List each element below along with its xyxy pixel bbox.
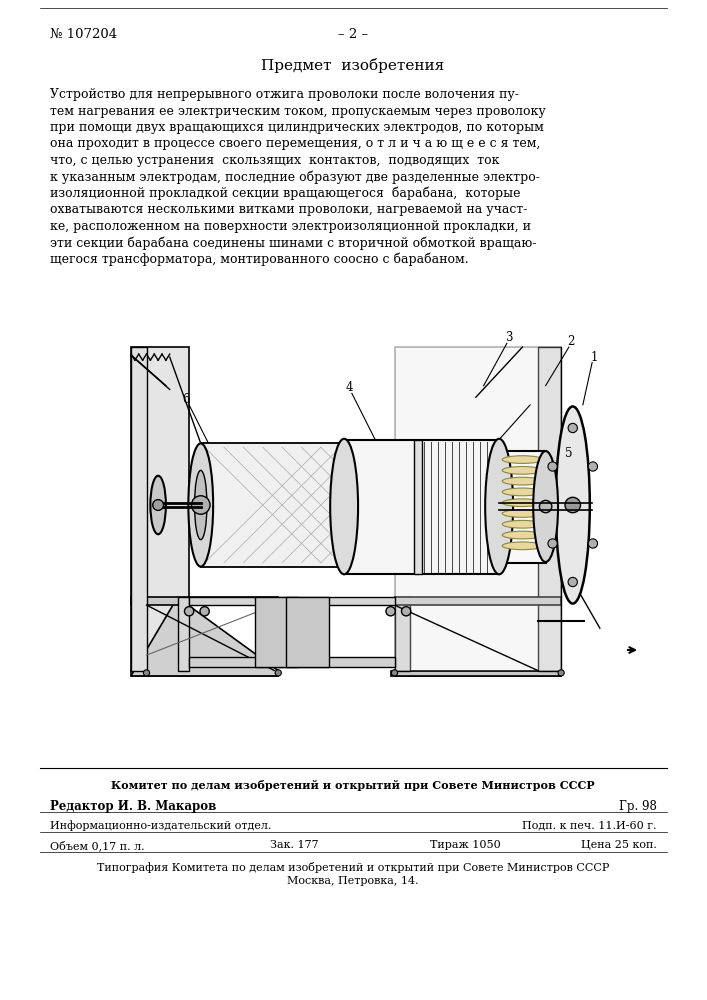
Ellipse shape bbox=[502, 510, 542, 517]
Text: 3: 3 bbox=[506, 331, 513, 344]
Text: ке, расположенном на поверхности электроизоляционной прокладки, и: ке, расположенном на поверхности электро… bbox=[50, 220, 531, 233]
Text: Москва, Петровка, 14.: Москва, Петровка, 14. bbox=[287, 876, 419, 886]
Circle shape bbox=[392, 670, 397, 676]
Text: Гр. 98: Гр. 98 bbox=[619, 800, 657, 813]
Polygon shape bbox=[131, 347, 189, 671]
Polygon shape bbox=[131, 597, 279, 605]
Polygon shape bbox=[189, 657, 395, 667]
Polygon shape bbox=[395, 597, 410, 671]
Text: 1: 1 bbox=[591, 351, 598, 364]
Polygon shape bbox=[189, 597, 395, 605]
Ellipse shape bbox=[502, 466, 542, 474]
Circle shape bbox=[153, 500, 163, 510]
Text: изоляционной прокладкой секции вращающегося  барабана,  которые: изоляционной прокладкой секции вращающег… bbox=[50, 187, 520, 200]
Ellipse shape bbox=[533, 451, 558, 562]
Circle shape bbox=[565, 497, 580, 513]
Circle shape bbox=[568, 577, 578, 587]
Ellipse shape bbox=[502, 488, 542, 496]
Circle shape bbox=[185, 607, 194, 616]
Bar bbox=[344, 440, 499, 574]
Bar bbox=[499, 451, 546, 563]
Text: тем нагревания ее электрическим током, пропускаемым через проволоку: тем нагревания ее электрическим током, п… bbox=[50, 104, 546, 117]
Polygon shape bbox=[395, 671, 561, 676]
Text: при помощи двух вращающихся цилиндрических электродов, по которым: при помощи двух вращающихся цилиндрическ… bbox=[50, 121, 544, 134]
Text: Зак. 177: Зак. 177 bbox=[270, 840, 319, 850]
Text: Устройство для непрерывного отжига проволоки после волочения пу-: Устройство для непрерывного отжига прово… bbox=[50, 88, 519, 101]
Polygon shape bbox=[538, 347, 561, 671]
Text: щегося трансформатора, монтированного соосно с барабаном.: щегося трансформатора, монтированного со… bbox=[50, 253, 469, 266]
Ellipse shape bbox=[502, 456, 542, 463]
Text: Подп. к печ. 11.И-60 г.: Подп. к печ. 11.И-60 г. bbox=[522, 820, 657, 830]
Polygon shape bbox=[177, 597, 189, 671]
Polygon shape bbox=[131, 671, 279, 676]
Bar bbox=[201, 443, 344, 567]
Circle shape bbox=[275, 670, 281, 676]
Circle shape bbox=[539, 500, 552, 513]
Ellipse shape bbox=[188, 443, 213, 567]
Polygon shape bbox=[131, 347, 146, 671]
Text: Предмет  изобретения: Предмет изобретения bbox=[262, 58, 445, 73]
Text: к указанным электродам, последние образуют две разделенные электро-: к указанным электродам, последние образу… bbox=[50, 170, 540, 184]
Ellipse shape bbox=[485, 439, 513, 574]
Polygon shape bbox=[255, 597, 298, 667]
Ellipse shape bbox=[151, 476, 166, 534]
Circle shape bbox=[588, 539, 597, 548]
Ellipse shape bbox=[332, 443, 356, 567]
Ellipse shape bbox=[502, 531, 542, 539]
Ellipse shape bbox=[502, 542, 542, 550]
Ellipse shape bbox=[194, 470, 207, 540]
Polygon shape bbox=[286, 597, 329, 667]
Text: – 2 –: – 2 – bbox=[338, 28, 368, 41]
Ellipse shape bbox=[502, 477, 542, 485]
Text: Цена 25 коп.: Цена 25 коп. bbox=[581, 840, 657, 850]
Polygon shape bbox=[395, 347, 561, 671]
Text: 4: 4 bbox=[346, 381, 354, 394]
Text: эти секции барабана соединены шинами с вторичной обмоткой вращаю-: эти секции барабана соединены шинами с в… bbox=[50, 236, 537, 250]
Text: что, с целью устранения  скользящих  контактов,  подводящих  ток: что, с целью устранения скользящих конта… bbox=[50, 154, 500, 167]
Text: Объем 0,17 п. л.: Объем 0,17 п. л. bbox=[50, 840, 145, 851]
Circle shape bbox=[548, 539, 557, 548]
Circle shape bbox=[192, 496, 210, 514]
Ellipse shape bbox=[556, 406, 590, 604]
Ellipse shape bbox=[502, 520, 542, 528]
Circle shape bbox=[568, 423, 578, 433]
Text: Типография Комитета по делам изобретений и открытий при Совете Министров СССР: Типография Комитета по делам изобретений… bbox=[97, 862, 609, 873]
Text: охватываются несколькими витками проволоки, нагреваемой на участ-: охватываются несколькими витками проволо… bbox=[50, 204, 527, 217]
Ellipse shape bbox=[502, 499, 542, 507]
Text: Информационно-издательский отдел.: Информационно-издательский отдел. bbox=[50, 820, 271, 831]
Polygon shape bbox=[391, 671, 561, 676]
Polygon shape bbox=[131, 597, 279, 676]
Text: 5: 5 bbox=[565, 447, 573, 460]
Text: 2: 2 bbox=[568, 335, 575, 348]
Text: она проходит в процессе своего перемещения, о т л и ч а ю щ е е с я тем,: она проходит в процессе своего перемещен… bbox=[50, 137, 540, 150]
Circle shape bbox=[558, 670, 564, 676]
Circle shape bbox=[144, 670, 150, 676]
Text: Редактор И. В. Макаров: Редактор И. В. Макаров bbox=[50, 800, 216, 813]
Text: Комитет по делам изобретений и открытий при Совете Министров СССР: Комитет по делам изобретений и открытий … bbox=[111, 780, 595, 791]
Circle shape bbox=[548, 462, 557, 471]
Circle shape bbox=[386, 607, 395, 616]
Text: № 107204: № 107204 bbox=[50, 28, 117, 41]
Polygon shape bbox=[395, 597, 561, 605]
Text: 6: 6 bbox=[182, 393, 189, 406]
Ellipse shape bbox=[338, 470, 351, 540]
Circle shape bbox=[200, 607, 209, 616]
Ellipse shape bbox=[330, 439, 358, 574]
Bar bbox=[414, 440, 421, 574]
Circle shape bbox=[402, 607, 411, 616]
Text: Тираж 1050: Тираж 1050 bbox=[430, 840, 501, 850]
Circle shape bbox=[588, 462, 597, 471]
